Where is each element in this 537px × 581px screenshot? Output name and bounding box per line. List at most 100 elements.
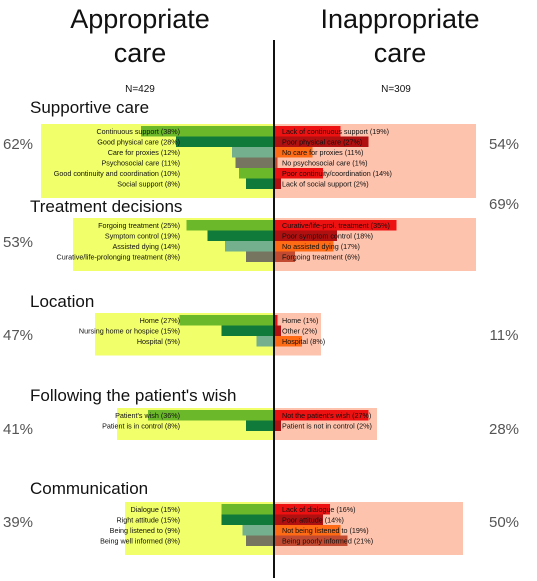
appropriate-bar	[221, 504, 274, 515]
inappropriate-bar	[274, 178, 281, 189]
appropriate-bar	[246, 535, 274, 546]
appropriate-pct-2: 47%	[3, 327, 33, 344]
left-heading-line2: care	[114, 38, 167, 68]
inappropriate-bar-label: Poor attitude (14%)	[282, 516, 344, 525]
inappropriate-bar	[274, 230, 337, 241]
inappropriate-bar-label: Other (2%)	[282, 327, 317, 336]
appropriate-bar	[256, 336, 274, 347]
section-title-2: Location	[30, 292, 94, 311]
appropriate-pct-3: 41%	[3, 421, 33, 438]
appropriate-bar-label: Continuous support (38%)	[96, 127, 180, 136]
appropriate-bar	[246, 251, 274, 262]
inappropriate-pct-4: 50%	[489, 514, 519, 531]
appropriate-bar-label: Psychosocial care (11%)	[101, 159, 180, 168]
section-title-1: Treatment decisions	[30, 197, 182, 216]
appropriate-bar	[221, 325, 274, 336]
inappropriate-bar-label: Lack of dialogue (16%)	[282, 505, 356, 514]
section-title-4: Communication	[30, 479, 148, 498]
section-percentages: 62% 54% 53% 69% 47% 11% 41% 28% 39% 50%	[3, 136, 519, 531]
section-titles: Supportive care Treatment decisions Locati…	[30, 98, 236, 498]
right-heading-line1: Inappropriate	[320, 4, 479, 34]
inappropriate-bar	[274, 525, 341, 536]
appropriate-bar	[176, 136, 274, 147]
section-title-0: Supportive care	[30, 98, 149, 117]
right-heading-line2: care	[374, 38, 427, 68]
inappropriate-panel-2	[274, 313, 321, 356]
appropriate-bar-label: Nursing home or hospice (15%)	[79, 327, 180, 336]
appropriate-bar-label: Curative/life-prolonging treatment (8%)	[57, 253, 180, 262]
appropriate-bar-label: Being well informed (8%)	[100, 537, 180, 546]
inappropriate-pct-0: 54%	[489, 136, 519, 153]
appropriate-bar	[207, 230, 274, 241]
appropriate-bar-label: Right attitude (15%)	[116, 516, 180, 525]
inappropriate-bar-label: Poor continuity/coordination (14%)	[282, 169, 392, 178]
appropriate-bar	[221, 514, 274, 525]
appropriate-bar-label: Good physical care (28%)	[97, 138, 180, 147]
appropriate-bar-label: Home (27%)	[140, 316, 180, 325]
appropriate-bar-label: Care for proxies (12%)	[108, 148, 180, 157]
appropriate-bar	[179, 315, 274, 326]
inappropriate-pct-2: 11%	[490, 327, 519, 344]
appropriate-bar	[246, 420, 274, 431]
appropriate-bar	[239, 168, 274, 179]
inappropriate-bar	[274, 504, 330, 515]
appropriate-bar-label: Forgoing treatment (25%)	[98, 221, 180, 230]
inappropriate-bar	[274, 514, 323, 525]
bars	[141, 126, 397, 546]
inappropriate-bar-label: Home (1%)	[282, 316, 318, 325]
inappropriate-bar	[274, 410, 369, 421]
inappropriate-bar-label: Poor symptom control (18%)	[282, 232, 373, 241]
section-title-3: Following the patient's wish	[30, 386, 236, 405]
bar-labels: Continuous support (38%) Good physical ca…	[54, 127, 392, 546]
inappropriate-bar-label: No psychosocial care (1%)	[282, 159, 368, 168]
inappropriate-bar	[274, 251, 295, 262]
appropriate-bar-label: Patient is in control (8%)	[102, 422, 180, 431]
inappropriate-bar	[274, 336, 302, 347]
appropriate-bar-label: Hospital (5%)	[137, 337, 180, 346]
inappropriate-bar-label: Curative/life-prol. treatment (35%)	[282, 221, 390, 230]
inappropriate-bar-label: Lack of continuous support (19%)	[282, 127, 389, 136]
appropriate-bar	[242, 525, 274, 536]
inappropriate-pct-3: 28%	[489, 421, 519, 438]
left-n-count: N=429	[125, 84, 155, 95]
inappropriate-pct-1: 69%	[489, 196, 519, 213]
inappropriate-bar-label: Lack of social support (2%)	[282, 180, 369, 189]
inappropriate-bar	[274, 136, 369, 147]
appropriate-bar-label: Assisted dying (14%)	[112, 242, 180, 251]
inappropriate-bar-label: Not being listened to (19%)	[282, 526, 369, 535]
appropriate-bar	[225, 241, 274, 252]
appropriate-pct-1: 53%	[3, 234, 33, 251]
left-heading-line1: Appropriate	[70, 4, 210, 34]
inappropriate-bar	[274, 157, 278, 168]
inappropriate-bar-label: Forgoing treatment (6%)	[282, 253, 360, 262]
inappropriate-bar-label: Not the patient's wish (27%)	[282, 411, 371, 420]
inappropriate-bar-label: Being poorly informed (21%)	[282, 537, 373, 546]
inappropriate-bar	[274, 147, 313, 158]
appropriate-bar	[246, 178, 274, 189]
inappropriate-bar	[274, 420, 281, 431]
inappropriate-bar	[274, 315, 278, 326]
inappropriate-bar-label: Poor physical care (27%)	[282, 138, 362, 147]
inappropriate-bar	[274, 535, 348, 546]
inappropriate-bar-label: Patient is not in control (2%)	[282, 422, 372, 431]
inappropriate-bar-label: No care for proxies (11%)	[282, 148, 363, 157]
appropriate-bar-label: Symptom control (19%)	[105, 232, 180, 241]
appropriate-bar	[148, 410, 274, 421]
appropriate-pct-4: 39%	[3, 514, 33, 531]
inappropriate-bar	[274, 126, 341, 137]
inappropriate-bar	[274, 325, 281, 336]
appropriate-bar-label: Patient's wish (36%)	[115, 411, 180, 420]
appropriate-pct-0: 62%	[3, 136, 33, 153]
inappropriate-bar	[274, 220, 397, 231]
inappropriate-bar-label: No assisted dying (17%)	[282, 242, 360, 251]
appropriate-bar	[235, 157, 274, 168]
appropriate-bar-label: Dialogue (15%)	[130, 505, 180, 514]
appropriate-bar-label: Good continuity and coordination (10%)	[54, 169, 180, 178]
right-n-count: N=309	[381, 84, 411, 95]
appropriate-bar	[186, 220, 274, 231]
inappropriate-bar	[274, 168, 323, 179]
appropriate-bar-label: Social support (8%)	[117, 180, 180, 189]
inappropriate-bar	[274, 241, 334, 252]
appropriate-bar	[141, 126, 274, 137]
